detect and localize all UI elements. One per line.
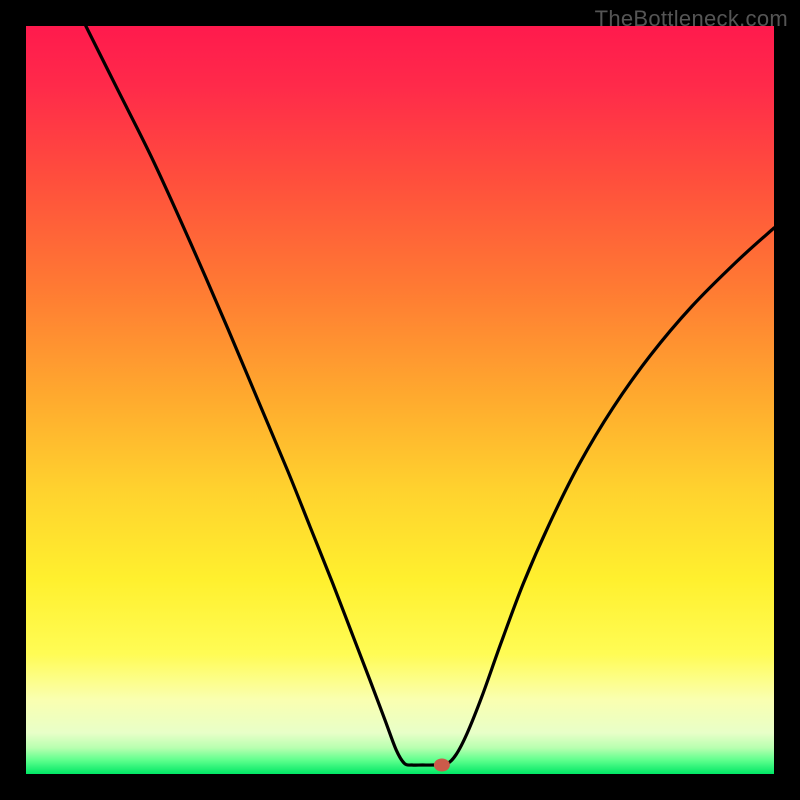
watermark-label: TheBottleneck.com	[595, 6, 788, 32]
chart-frame: TheBottleneck.com	[0, 0, 800, 800]
bottleneck-chart	[0, 0, 800, 800]
